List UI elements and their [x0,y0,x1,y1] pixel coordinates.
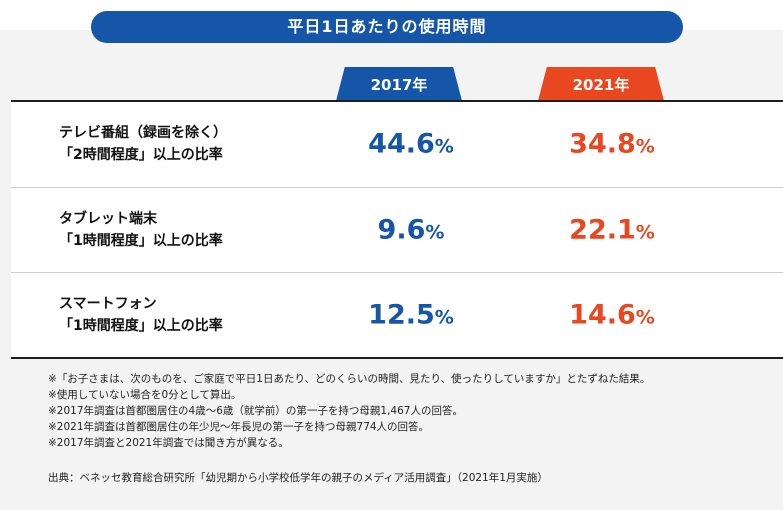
value-tv-2017: 44.6% [331,129,491,160]
table-row-tablet: タブレット端末 「1時間程度」以上の比率 9.6% 22.1% [11,187,783,272]
value-number: 12.5 [368,299,435,330]
value-tablet-2017: 9.6% [331,215,491,246]
footnotes: ※「お子さまは、次のものを、ご家庭で平日1日あたり、どのくらいの時間、見たり、使… [48,371,768,451]
value-number: 9.6 [377,214,426,246]
row-label-smartphone: スマートフォン 「1時間程度」以上の比率 [59,295,223,334]
footnote: ※2017年調査と2021年調査では聞き方が異なる。 [48,437,289,449]
table-row-smartphone: スマートフォン 「1時間程度」以上の比率 12.5% 14.6% [11,272,783,356]
value-tablet-2021: 22.1% [532,215,692,246]
value-number: 44.6 [368,128,435,160]
chart-title: 平日1日あたりの使用時間 [91,11,683,43]
value-tv-2021: 34.8% [532,129,692,160]
row-label-tablet: タブレット端末 「1時間程度」以上の比率 [59,211,223,249]
source-citation: 出典：ベネッセ教育総合研究所「幼児期から小学校低学年の親子のメディア活用調査」（… [48,472,548,484]
value-number: 14.6 [569,299,636,330]
row-label-tv: テレビ番組（録画を除く） 「2時間程度」以上の比率 [59,125,227,163]
percent-unit: % [434,306,454,328]
percent-unit: % [425,221,445,244]
percent-unit: % [635,221,655,244]
column-header-2017: 2017年 [336,67,462,101]
value-number: 22.1 [569,214,636,246]
data-table: テレビ番組（録画を除く） 「2時間程度」以上の比率 44.6% 34.8% タブ… [11,100,783,359]
percent-unit: % [635,135,655,158]
footnote: ※2017年調査は首都圏居住の4歳〜6歳（就学前）の第一子を持つ母親1,467人… [48,405,463,417]
percent-unit: % [635,306,655,328]
table-row-tv: テレビ番組（録画を除く） 「2時間程度」以上の比率 44.6% 34.8% [11,102,783,186]
value-smartphone-2017: 12.5% [331,299,491,330]
value-number: 34.8 [569,128,636,160]
value-smartphone-2021: 14.6% [532,299,692,330]
footnote: ※2021年調査は首都圏居住の年少児〜年長児の第一子を持つ母親774人の回答。 [48,421,430,433]
footnote: ※「お子さまは、次のものを、ご家庭で平日1日あたり、どのくらいの時間、見たり、使… [48,373,651,385]
footnote: ※使用していない場合を0分として算出。 [48,389,242,401]
percent-unit: % [434,135,454,158]
column-header-2021: 2021年 [538,67,664,101]
